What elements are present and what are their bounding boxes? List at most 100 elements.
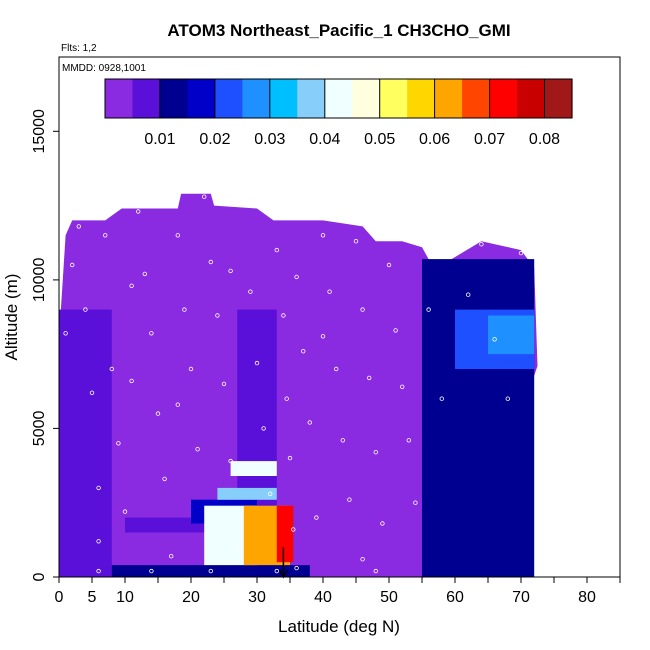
observation-point-62 — [492, 337, 497, 342]
observation-point-21 — [195, 447, 200, 452]
observation-point-61 — [479, 241, 484, 247]
observation-point-64 — [518, 250, 524, 256]
field-cell-4 — [422, 259, 535, 577]
observation-point-72 — [320, 334, 326, 339]
observation-point-20 — [188, 366, 194, 372]
colorbar-swatch-4 — [214, 79, 243, 118]
colorbar-tick-label-0: 0.01 — [144, 131, 175, 148]
colorbar-swatch-13 — [462, 79, 491, 118]
colorbar-swatch-14 — [489, 79, 518, 118]
observation-point-26 — [228, 458, 233, 464]
observation-point-27 — [234, 545, 240, 550]
flights-label: Flts: 1,2 — [61, 43, 97, 54]
observation-point-51 — [380, 521, 385, 526]
x-tick-label-2: 10 — [116, 589, 134, 606]
observation-point-6 — [96, 539, 101, 544]
colorbar-tick-label-6: 0.07 — [474, 131, 505, 148]
colorbar-swatch-3 — [187, 79, 216, 118]
field-cell-0 — [59, 309, 112, 577]
observation-point-45 — [340, 438, 345, 443]
field-cell-3 — [111, 565, 310, 577]
colorbar-tick-label-2: 0.03 — [254, 131, 285, 148]
observation-point-11 — [129, 283, 134, 288]
x-tick-label-4: 30 — [248, 589, 266, 606]
observation-point-67 — [294, 565, 299, 571]
colorbar-swatch-11 — [407, 79, 436, 118]
observation-point-33 — [274, 247, 279, 253]
observation-point-15 — [155, 411, 161, 416]
chart-title: ATOM3 Northeast_Pacific_1 CH3CHO_GMI — [167, 21, 510, 40]
colorbar-swatch-9 — [352, 79, 381, 118]
observation-point-8 — [109, 366, 114, 372]
x-axis: 0 5 10 20 30 40 50 60 70 80 — [55, 577, 621, 606]
observation-point-29 — [248, 289, 253, 294]
observation-point-19 — [182, 307, 187, 312]
observation-point-50 — [373, 450, 378, 455]
observation-point-0 — [63, 331, 68, 336]
observation-point-34 — [281, 313, 286, 318]
y-tick-label-3: 15000 — [31, 109, 48, 154]
observation-point-24 — [215, 313, 220, 318]
observation-point-10 — [122, 509, 128, 514]
x-tick-label-5: 40 — [314, 589, 332, 606]
observation-point-66 — [373, 568, 378, 574]
observation-point-37 — [291, 527, 296, 532]
colorbar-swatch-7 — [297, 79, 326, 118]
x-tick-label-7: 60 — [446, 589, 464, 606]
observation-point-25 — [221, 381, 227, 387]
field-cell-9 — [230, 461, 277, 476]
colorbar-swatch-8 — [324, 79, 353, 118]
observation-point-23 — [208, 259, 213, 265]
observation-point-13 — [142, 271, 147, 277]
observation-point-43 — [327, 289, 332, 294]
observation-point-41 — [314, 515, 319, 520]
colorbar-swatch-0 — [105, 79, 134, 118]
observation-point-60 — [466, 292, 471, 297]
colorbar-swatch-5 — [242, 79, 271, 118]
observation-point-55 — [406, 438, 411, 443]
observation-point-7 — [102, 233, 108, 238]
y-tick-label-0: 0 — [31, 572, 48, 581]
observation-point-53 — [393, 328, 398, 333]
observation-point-71 — [96, 568, 101, 574]
observation-point-14 — [149, 331, 154, 336]
colorbar-tick-label-5: 0.06 — [419, 131, 450, 148]
y-axis-tick-labels: 0 5000 10000 15000 — [31, 109, 48, 581]
observation-point-68 — [274, 568, 279, 574]
colorbar-tick-marks — [159, 79, 545, 118]
observation-point-73 — [228, 268, 233, 274]
observation-point-44 — [334, 366, 339, 372]
x-tick-label-3: 20 — [182, 589, 200, 606]
colorbar-swatch-10 — [379, 79, 408, 118]
x-axis-tick-labels: 0 5 10 20 30 40 50 60 70 80 — [55, 589, 596, 606]
observation-point-22 — [201, 194, 207, 199]
observation-point-31 — [261, 426, 266, 431]
colorbar-tick-label-4: 0.05 — [364, 131, 395, 148]
field-envelope — [59, 193, 538, 577]
observation-point-54 — [400, 384, 405, 389]
y-axis: 0 5000 10000 15000 — [31, 109, 59, 581]
x-tick-label-9: 80 — [578, 589, 596, 606]
x-axis-ticks — [58, 577, 621, 583]
colorbar-swatch-1 — [132, 79, 161, 118]
colorbar: 0.01 0.02 0.03 0.04 0.05 0.06 0.07 0.08 — [104, 78, 573, 148]
observation-point-2 — [76, 224, 81, 229]
observation-point-48 — [360, 307, 365, 312]
field-cell-8 — [217, 487, 277, 500]
plot-frame — [58, 56, 621, 578]
colorbar-swatch-12 — [434, 79, 463, 118]
y-tick-label-1: 5000 — [31, 411, 48, 447]
observation-point-12 — [135, 209, 141, 214]
observation-point-57 — [426, 307, 431, 312]
observation-point-30 — [254, 360, 260, 366]
colorbar-swatches — [105, 79, 573, 118]
colorbar-swatch-6 — [269, 79, 298, 118]
observation-point-47 — [353, 238, 359, 244]
x-axis-label: Latitude (deg N) — [278, 617, 400, 636]
y-tick-label-2: 10000 — [31, 258, 48, 303]
observation-points — [63, 194, 524, 574]
observation-point-40 — [307, 420, 312, 425]
x-tick-label-1: 5 — [88, 589, 97, 606]
observation-point-17 — [168, 554, 174, 559]
